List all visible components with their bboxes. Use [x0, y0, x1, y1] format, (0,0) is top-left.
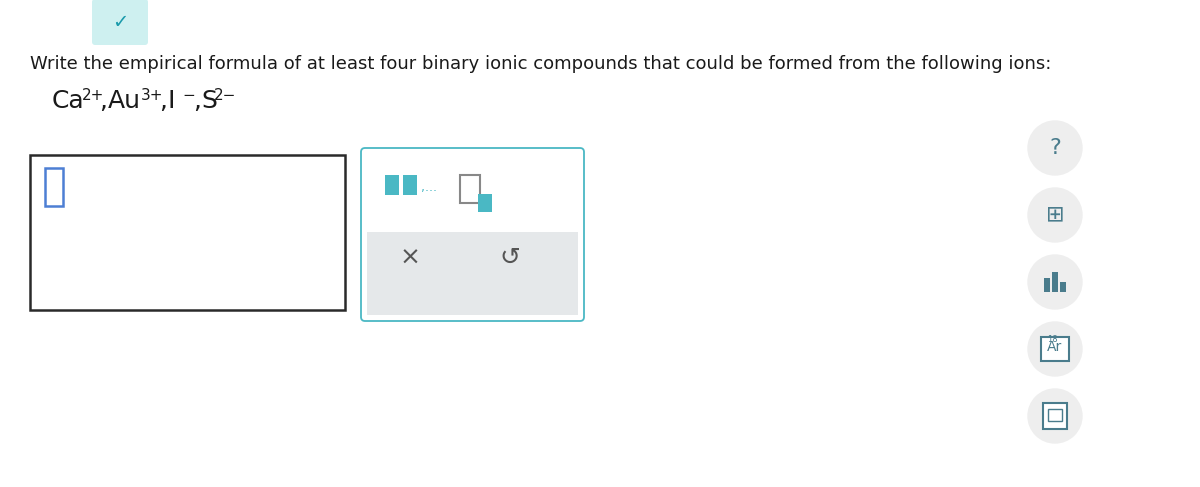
FancyBboxPatch shape [460, 175, 480, 203]
Text: 2−: 2− [214, 88, 236, 103]
Text: ⊞: ⊞ [1045, 205, 1064, 225]
FancyBboxPatch shape [403, 175, 418, 195]
FancyBboxPatch shape [30, 155, 346, 310]
Text: ✓: ✓ [112, 13, 128, 32]
Text: Ar: Ar [1048, 340, 1063, 354]
Text: −: − [182, 88, 194, 103]
Circle shape [1028, 188, 1082, 242]
FancyBboxPatch shape [1042, 337, 1069, 361]
Circle shape [1028, 121, 1082, 175]
Text: Au: Au [108, 89, 142, 113]
Circle shape [1028, 389, 1082, 443]
FancyBboxPatch shape [385, 175, 398, 195]
FancyBboxPatch shape [366, 153, 580, 229]
Text: 18: 18 [1046, 335, 1057, 343]
Circle shape [1028, 322, 1082, 376]
FancyBboxPatch shape [1043, 403, 1067, 429]
Text: Ca: Ca [52, 89, 85, 113]
FancyBboxPatch shape [46, 168, 64, 206]
FancyBboxPatch shape [92, 0, 148, 45]
Text: 3+: 3+ [142, 88, 163, 103]
Text: ↺: ↺ [499, 246, 521, 270]
Circle shape [1028, 255, 1082, 309]
FancyBboxPatch shape [1052, 272, 1058, 292]
FancyBboxPatch shape [1044, 278, 1050, 292]
Text: ,: , [193, 89, 202, 113]
Text: ×: × [400, 246, 420, 270]
Text: 2+: 2+ [82, 88, 104, 103]
FancyBboxPatch shape [1048, 409, 1062, 421]
Text: ?: ? [1049, 138, 1061, 158]
Text: S: S [202, 89, 217, 113]
FancyBboxPatch shape [1060, 282, 1066, 292]
Text: ,: , [158, 89, 167, 113]
FancyBboxPatch shape [367, 232, 578, 315]
Text: ,...: ,... [421, 181, 437, 193]
Text: ,: , [98, 89, 107, 113]
Text: I: I [167, 89, 174, 113]
Text: Write the empirical formula of at least four binary ionic compounds that could b: Write the empirical formula of at least … [30, 55, 1051, 73]
FancyBboxPatch shape [478, 194, 492, 212]
